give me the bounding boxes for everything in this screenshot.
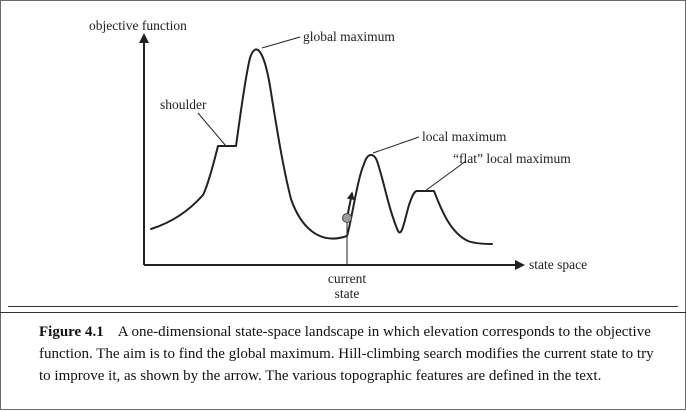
caption-body: A one-dimensional state-space landscape …	[39, 324, 654, 384]
caption-divider	[8, 306, 678, 307]
current-state-label-line-2: state	[335, 286, 360, 301]
global-maximum-label: global maximum	[303, 29, 395, 44]
landscape-curve	[150, 48, 493, 245]
current-state-marker	[342, 213, 352, 223]
global-maximum-leader	[261, 36, 301, 49]
y-axis-label: objective function	[89, 18, 187, 33]
figure-caption: Figure 4.1 A one-dimensional state-space …	[0, 312, 686, 409]
local-maximum-label: local maximum	[422, 129, 507, 144]
shoulder-label: shoulder	[160, 97, 207, 112]
landscape-svg: objective function global maximum should…	[89, 18, 587, 301]
x-axis-label: state space	[529, 257, 587, 272]
local-maximum-leader	[372, 136, 420, 154]
shoulder-leader	[197, 112, 227, 147]
current-state-label-line-1: current	[328, 271, 366, 286]
flat-local-maximum-label: “flat” local maximum	[453, 151, 571, 166]
caption-text-block: Figure 4.1 A one-dimensional state-space …	[39, 321, 662, 387]
landscape-diagram: objective function global maximum should…	[89, 18, 587, 301]
figure-label: Figure 4.1	[39, 324, 104, 340]
flat-local-maximum-leader	[424, 160, 467, 192]
